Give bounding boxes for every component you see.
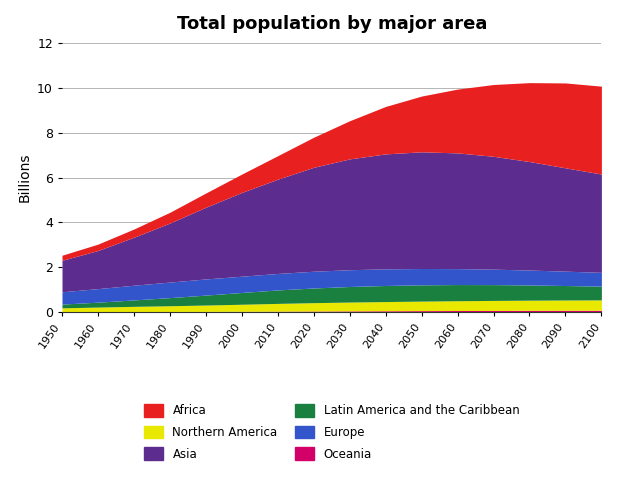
- Title: Total population by major area: Total population by major area: [177, 15, 487, 33]
- Y-axis label: Billions: Billions: [17, 153, 32, 203]
- Legend: Africa, Northern America, Asia, Latin America and the Caribbean, Europe, Oceania: Africa, Northern America, Asia, Latin Am…: [144, 404, 520, 461]
